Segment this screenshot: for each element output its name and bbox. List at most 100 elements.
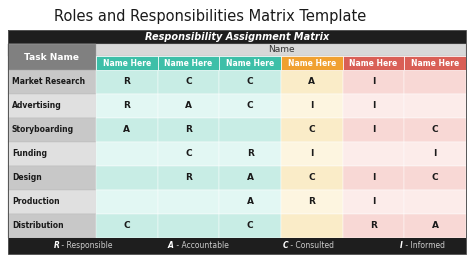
Bar — [8, 166, 96, 190]
Bar — [8, 30, 466, 44]
Text: Name Here: Name Here — [226, 59, 274, 68]
Text: A: A — [168, 242, 174, 251]
Bar — [8, 70, 96, 94]
Text: C: C — [432, 126, 438, 135]
Bar — [343, 166, 404, 190]
Text: R: R — [370, 222, 377, 231]
Bar — [343, 94, 404, 118]
Text: - Accountable: - Accountable — [174, 242, 228, 251]
Bar — [343, 70, 404, 94]
Text: C: C — [185, 77, 192, 86]
Text: - Consulted: - Consulted — [288, 242, 334, 251]
Text: A: A — [185, 102, 192, 110]
Text: Distribution: Distribution — [12, 222, 64, 231]
Text: Storyboarding: Storyboarding — [12, 126, 74, 135]
Text: Name Here: Name Here — [411, 59, 459, 68]
Bar — [96, 94, 158, 118]
Bar — [281, 190, 343, 214]
Text: I: I — [372, 197, 375, 206]
Bar — [96, 56, 158, 70]
Bar — [158, 142, 219, 166]
Bar — [281, 70, 343, 94]
Bar — [343, 142, 404, 166]
Bar — [158, 56, 219, 70]
Text: Name: Name — [268, 45, 294, 55]
Text: C: C — [124, 222, 130, 231]
Bar — [158, 94, 219, 118]
Bar — [404, 94, 466, 118]
Bar — [404, 142, 466, 166]
Text: I: I — [310, 149, 313, 159]
Bar — [219, 94, 281, 118]
Bar — [96, 70, 158, 94]
Text: Market Research: Market Research — [12, 77, 85, 86]
Bar — [96, 214, 158, 238]
Bar — [281, 118, 343, 142]
Bar — [404, 190, 466, 214]
Text: Name Here: Name Here — [288, 59, 336, 68]
Bar — [343, 214, 404, 238]
Bar — [158, 190, 219, 214]
Bar — [8, 94, 96, 118]
Text: C: C — [247, 222, 254, 231]
Bar — [158, 70, 219, 94]
Bar — [8, 142, 96, 166]
Text: R: R — [185, 126, 192, 135]
Bar — [8, 118, 96, 142]
Bar — [219, 190, 281, 214]
Bar — [158, 118, 219, 142]
Text: R: R — [185, 173, 192, 182]
Text: R: R — [123, 102, 130, 110]
Bar — [96, 142, 158, 166]
Text: A: A — [308, 77, 315, 86]
Bar — [96, 190, 158, 214]
Text: I: I — [372, 126, 375, 135]
Bar — [96, 166, 158, 190]
Bar — [281, 56, 343, 70]
Bar — [343, 118, 404, 142]
Text: I: I — [372, 173, 375, 182]
Bar — [219, 142, 281, 166]
Text: I: I — [400, 242, 403, 251]
Text: R: R — [54, 242, 59, 251]
Text: Roles and Responsibilities Matrix Template: Roles and Responsibilities Matrix Templa… — [54, 9, 366, 23]
Bar — [404, 118, 466, 142]
Text: C: C — [432, 173, 438, 182]
Bar — [219, 214, 281, 238]
Text: R: R — [123, 77, 130, 86]
Text: C: C — [185, 149, 192, 159]
Bar — [404, 166, 466, 190]
Bar — [404, 56, 466, 70]
Text: Name Here: Name Here — [164, 59, 213, 68]
Bar — [281, 94, 343, 118]
Bar — [404, 70, 466, 94]
Text: C: C — [247, 77, 254, 86]
Text: Production: Production — [12, 197, 60, 206]
Text: I: I — [372, 102, 375, 110]
Bar — [404, 214, 466, 238]
Text: C: C — [309, 173, 315, 182]
Bar — [8, 44, 466, 56]
Text: A: A — [123, 126, 130, 135]
Text: I: I — [310, 102, 313, 110]
Bar — [8, 44, 96, 70]
Text: Responsibility Assignment Matrix: Responsibility Assignment Matrix — [145, 32, 329, 42]
Text: C: C — [247, 102, 254, 110]
Bar — [343, 56, 404, 70]
Text: R: R — [247, 149, 254, 159]
Text: R: R — [309, 197, 315, 206]
Text: C: C — [309, 126, 315, 135]
Bar — [281, 142, 343, 166]
Text: A: A — [246, 197, 254, 206]
Text: - Informed: - Informed — [403, 242, 445, 251]
Text: I: I — [434, 149, 437, 159]
Bar — [219, 56, 281, 70]
Bar — [96, 118, 158, 142]
Text: Name Here: Name Here — [103, 59, 151, 68]
Text: Advertising: Advertising — [12, 102, 62, 110]
Bar — [8, 238, 466, 254]
Bar — [219, 166, 281, 190]
Text: Name Here: Name Here — [349, 59, 398, 68]
Bar — [219, 70, 281, 94]
Text: Design: Design — [12, 173, 42, 182]
